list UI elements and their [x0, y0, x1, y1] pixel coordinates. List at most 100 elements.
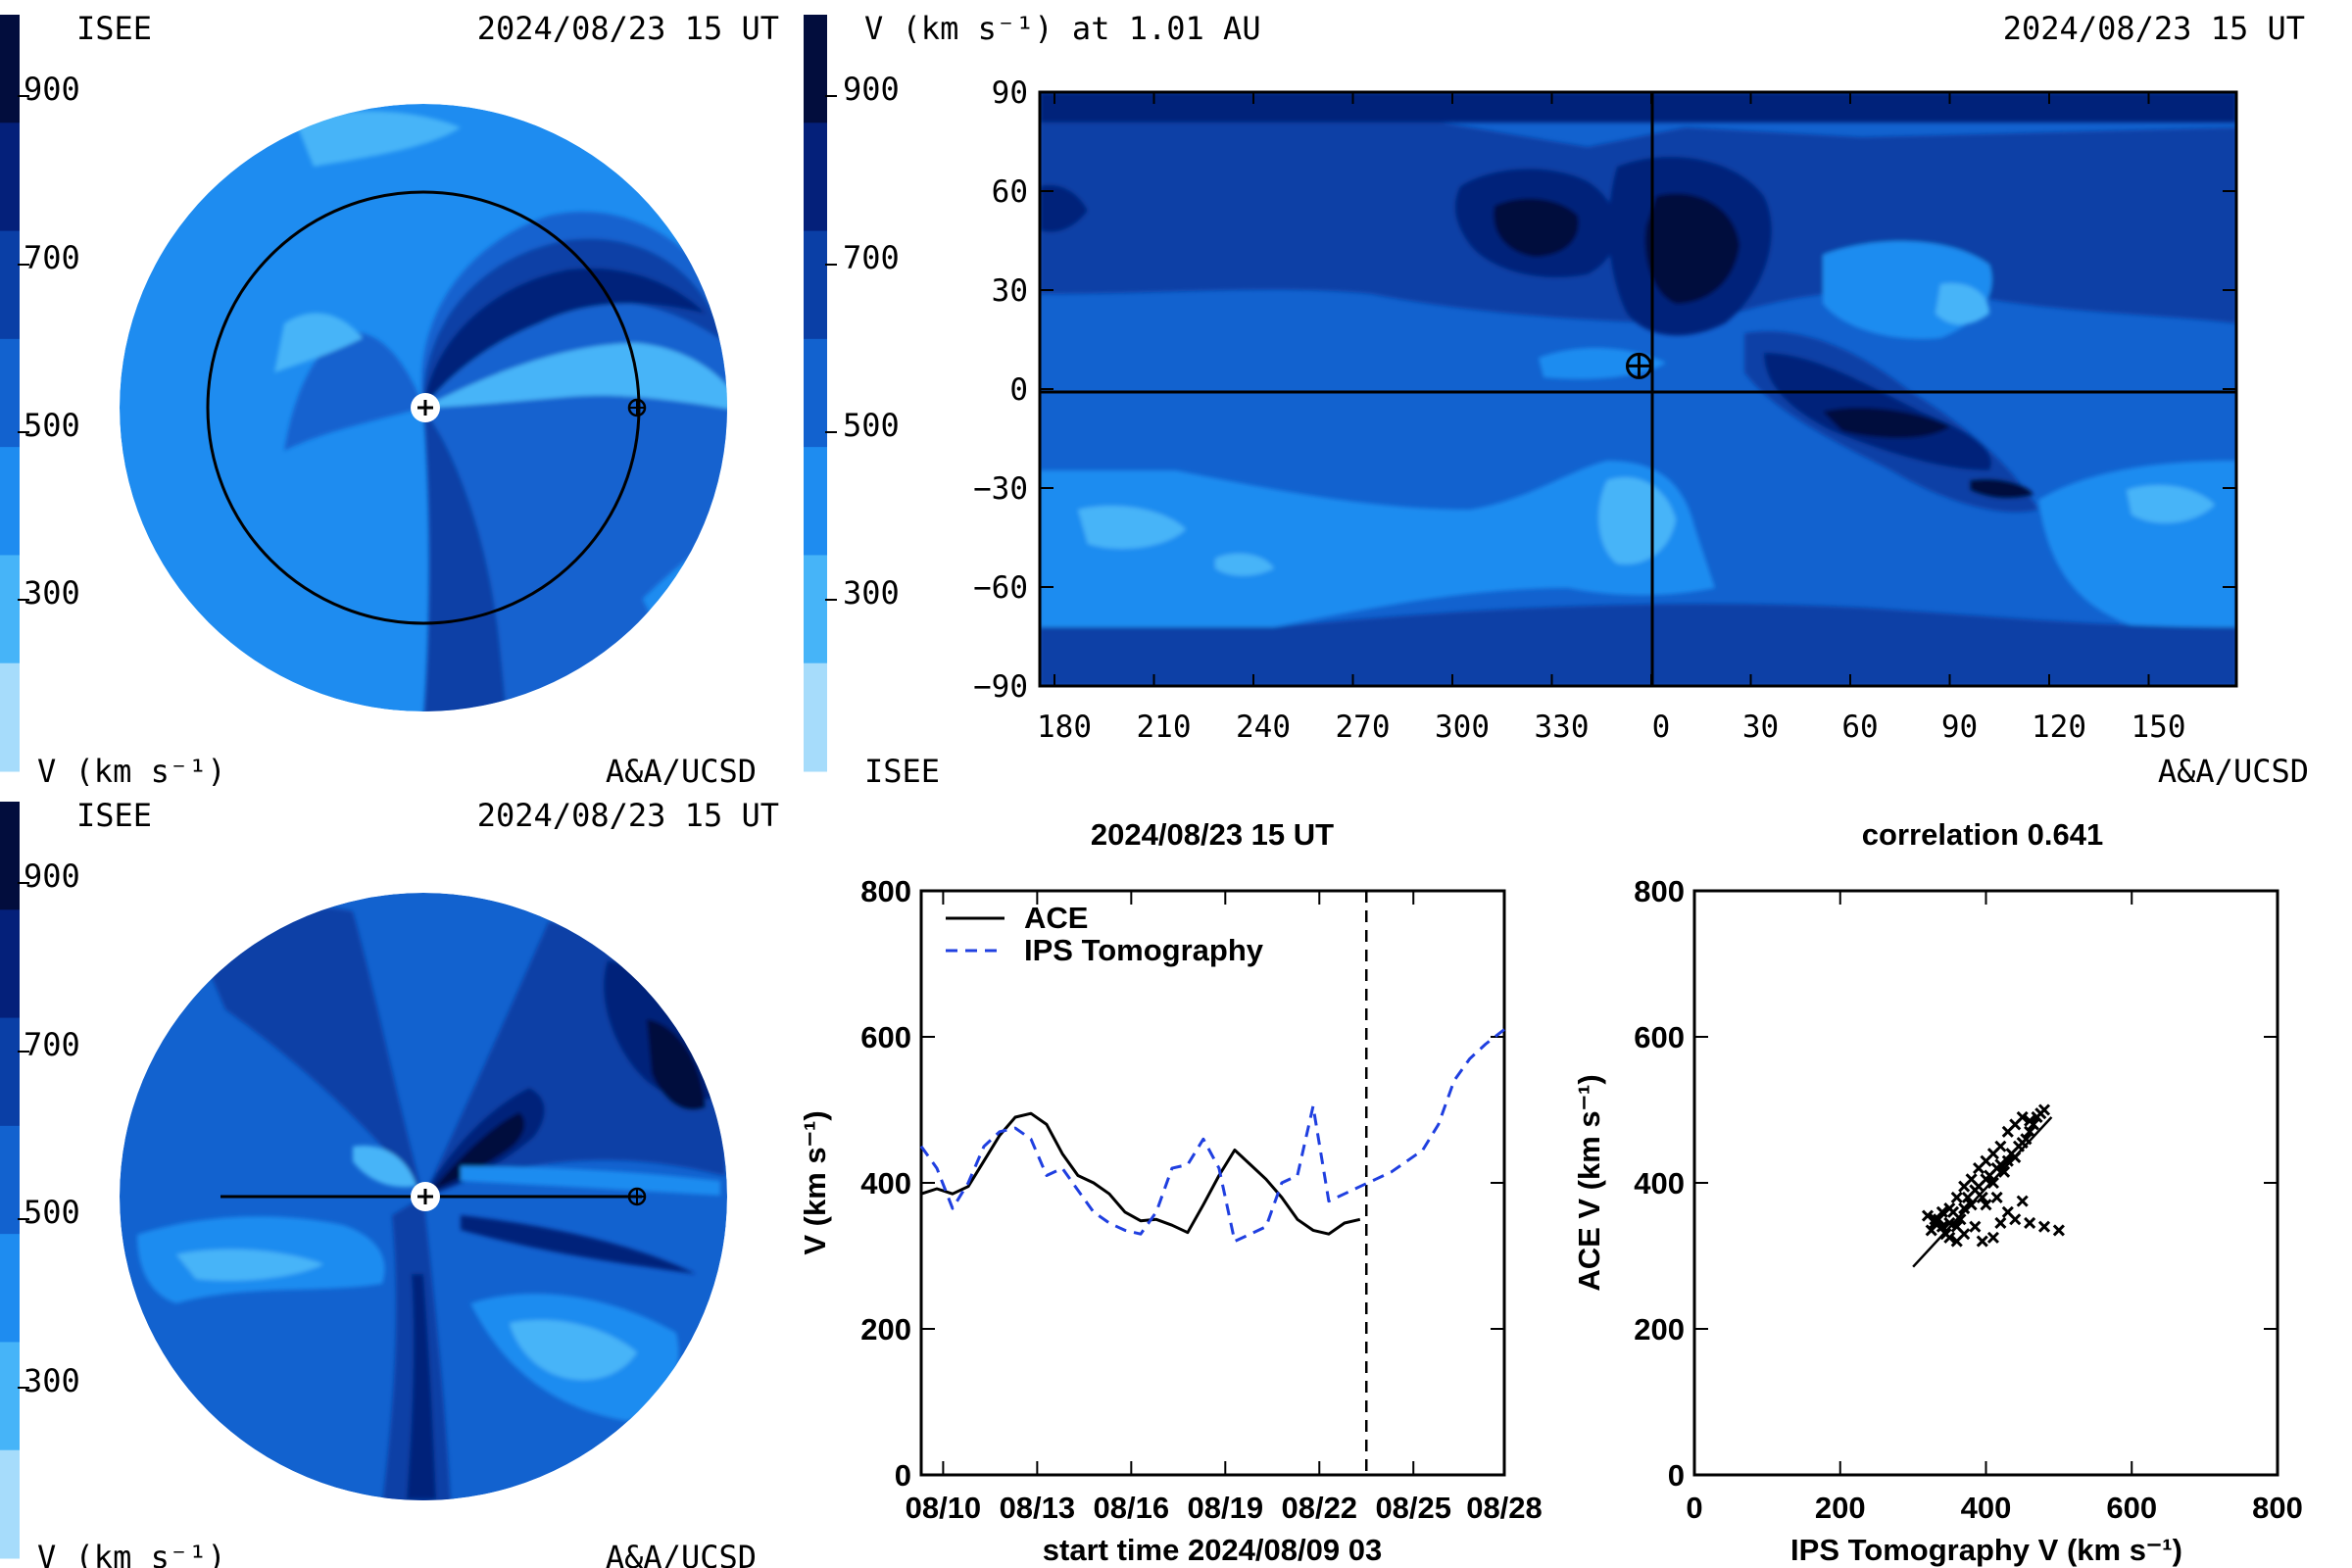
scatter-point — [2024, 1114, 2036, 1127]
map-x-tick-label: 90 — [1941, 710, 1978, 745]
colorbar-segment — [804, 15, 827, 123]
sun-marker — [411, 393, 440, 422]
timeseries-series — [919, 1028, 1505, 1244]
colorbar-segment — [0, 447, 20, 556]
ts-x-tick-label: 08/28 — [1466, 1491, 1543, 1525]
region-fast-light — [423, 343, 727, 412]
timeseries-ylabel: V (km s⁻¹) — [798, 1110, 832, 1254]
map-title: V (km s⁻¹) at 1.01 AU — [864, 10, 1261, 47]
sc-x-tick-label: 200 — [1815, 1491, 1866, 1525]
ts-x-tick-label: 08/22 — [1281, 1491, 1357, 1525]
credit-label: A&A/UCSD — [2158, 753, 2309, 790]
scatter-point — [1943, 1202, 1956, 1215]
scatter-point — [2016, 1110, 2029, 1124]
map-x-tick-label: 300 — [1435, 710, 1490, 745]
scatter-point — [1994, 1140, 2007, 1152]
colorbar-segment — [0, 122, 20, 232]
colorbar-segment — [804, 555, 827, 664]
scatter-point — [1976, 1235, 1988, 1248]
series-ace-line — [920, 1111, 1361, 1236]
map-y-tick-label: −60 — [973, 570, 1028, 606]
scatter-point — [2016, 1195, 2029, 1207]
unit-label: V (km s⁻¹) — [37, 753, 226, 790]
scatter-point — [1990, 1191, 2003, 1203]
credit-label: A&A/UCSD — [606, 1539, 757, 1568]
map-x-tick-label: 270 — [1336, 710, 1391, 745]
map-axes: 180 210 240 270 300 330 0 30 60 90 120 1509060300−3… — [973, 75, 2236, 745]
timeseries-xlabel: start time 2024/08/09 03 — [1043, 1533, 1382, 1567]
map-x-tick-label: 180 — [1037, 710, 1092, 745]
panel-ecliptic-view: 900 700 500 300 ISEE 2024/08/23 15 UT V … — [0, 10, 779, 790]
region-upper-dark — [196, 907, 423, 1197]
map-y-tick-label: −30 — [973, 471, 1028, 507]
colorbar-segment — [0, 15, 20, 123]
legend-label-ace: ACE — [1024, 901, 1088, 935]
polar-velocity-map — [120, 104, 727, 711]
colorbar-segment — [804, 122, 827, 232]
colorbar-tick-900: 900 — [24, 71, 80, 108]
scatter-ylabel: ACE V (km s⁻¹) — [1572, 1074, 1606, 1291]
map-y-tick-label: 30 — [992, 273, 1028, 309]
panel-label-isee: ISEE — [76, 797, 152, 834]
scatter-point — [1958, 1202, 1971, 1215]
region-streak-mid — [461, 1215, 696, 1274]
scatter-point — [1925, 1224, 1937, 1237]
colorbar-segment — [0, 662, 20, 772]
colorbar-tick-700: 700 — [24, 1026, 80, 1063]
panel-date: 2024/08/23 15 UT — [477, 797, 779, 834]
map-x-tick-label: 210 — [1137, 710, 1192, 745]
map-x-tick-label: 330 — [1535, 710, 1590, 745]
region-south-lighter — [1598, 476, 1676, 564]
colorbar-segment — [0, 1342, 20, 1451]
colorbar-segment — [0, 1449, 20, 1559]
scatter-point — [1998, 1165, 2011, 1178]
ts-x-tick-label: 08/25 — [1375, 1491, 1451, 1525]
scatter-point — [1972, 1162, 1985, 1175]
colorbar-ticks-left-top: 900 700 500 300 — [24, 71, 80, 612]
sc-y-tick-label: 200 — [1634, 1312, 1685, 1347]
region-south-mid-light — [1215, 553, 1274, 576]
scatter-point — [2024, 1216, 2036, 1230]
colorbar-tick-300: 300 — [24, 574, 80, 612]
earth-marker — [627, 398, 647, 417]
scatter-title: correlation 0.641 — [1862, 817, 2103, 852]
map-x-tick-label: 30 — [1742, 710, 1779, 745]
colorbar-right — [804, 15, 837, 772]
map-x-tick-label: 240 — [1236, 710, 1291, 745]
scatter-xlabel: IPS Tomography V (km s⁻¹) — [1790, 1533, 2182, 1567]
regression-line — [1912, 1116, 2053, 1268]
scatter-point — [1929, 1213, 1941, 1226]
region-right-lightest — [510, 1319, 637, 1381]
map-x-tick-label: 0 — [1652, 710, 1671, 745]
panel-meridional-view: 900 700 500 300 ISEE 2024/08/23 15 UT V … — [0, 797, 779, 1568]
map-y-tick-label: 0 — [1009, 372, 1028, 408]
colorbar-tick-500: 500 — [24, 1194, 80, 1231]
region-left-pale — [353, 1146, 416, 1188]
panel-label-isee: ISEE — [864, 753, 940, 790]
scatter-point — [1950, 1191, 1963, 1203]
scatter-point — [2037, 1220, 2051, 1233]
scatter-points — [1912, 1103, 2065, 1268]
region-slow-north — [294, 111, 461, 167]
region-southeast-core — [1970, 478, 2034, 499]
region-south-right-lightest — [2127, 485, 2215, 523]
legend-label-ips: IPS Tomography — [1024, 933, 1264, 967]
region-west-dark — [284, 331, 423, 451]
region-jet-core — [431, 1112, 525, 1191]
colorbar-tick-500: 500 — [843, 407, 900, 444]
colorbar-segment — [0, 909, 20, 1019]
ts-x-tick-label: 08/19 — [1188, 1491, 1264, 1525]
region-south-cap — [1040, 604, 2236, 686]
panel-label-isee: ISEE — [76, 10, 152, 47]
colorbar-ticks-right: 900 700 500 300 — [843, 71, 900, 612]
ts-y-tick-label: 0 — [895, 1458, 911, 1493]
colorbar-segment — [0, 1234, 20, 1343]
colorbar-segment — [0, 1017, 20, 1127]
colorbar-tick-700: 700 — [24, 239, 80, 276]
sc-y-tick-label: 400 — [1634, 1166, 1685, 1200]
scatter-point — [1958, 1180, 1971, 1193]
ts-x-tick-label: 08/10 — [906, 1491, 982, 1525]
region-south-darker — [407, 1274, 436, 1499]
colorbar-tick-300: 300 — [843, 574, 900, 612]
